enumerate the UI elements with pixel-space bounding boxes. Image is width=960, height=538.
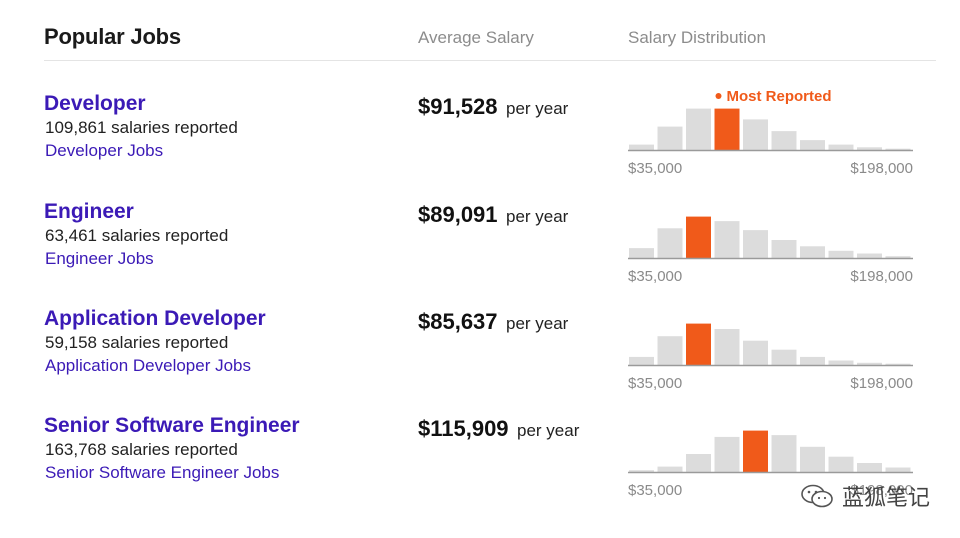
job-listings-link[interactable]: Developer Jobs — [45, 141, 164, 160]
salaries-reported-count: 59,158 salaries reported — [45, 333, 229, 352]
distribution-bar-highlight — [686, 216, 711, 258]
distribution-bar — [771, 240, 797, 258]
job-title-link[interactable]: Application Developer — [44, 307, 266, 330]
axis-max-label: $198,000 — [850, 482, 913, 499]
distribution-bar — [885, 467, 911, 472]
distribution-bar — [714, 221, 740, 258]
salary-period: per year — [517, 421, 580, 440]
distribution-bar — [629, 144, 654, 150]
distribution-bar — [743, 340, 768, 365]
axis-max-label: $198,000 — [850, 375, 913, 392]
distribution-bar — [714, 329, 740, 365]
average-salary-amount: $91,528 — [418, 94, 498, 119]
distribution-bar — [857, 362, 882, 366]
distribution-bar — [800, 446, 825, 472]
distribution-bar — [657, 466, 683, 472]
average-salary-amount: $85,637 — [418, 309, 498, 334]
wechat-icon — [801, 484, 833, 508]
distribution-bar — [743, 230, 768, 258]
distribution-bar — [629, 248, 654, 258]
distribution-bar — [714, 436, 740, 472]
average-salary-column-header: Average Salary — [418, 28, 534, 47]
distribution-bar — [743, 119, 768, 150]
job-row-engineer: Engineer 63,461 salaries reported Engine… — [0, 200, 960, 300]
distribution-bar — [828, 144, 854, 150]
distribution-bar — [800, 140, 825, 150]
distribution-bar — [857, 147, 882, 150]
distribution-bar — [686, 108, 711, 150]
job-title-link[interactable]: Engineer — [44, 200, 134, 223]
salary-distribution-chart: $35,000 $198,000 — [628, 323, 913, 392]
salary-distribution-chart: $35,000 $198,000 — [628, 430, 913, 499]
average-salary: $85,637 per year — [418, 309, 568, 335]
header-divider — [44, 60, 936, 61]
distribution-bar-highlight — [686, 323, 711, 365]
table-header: Popular Jobs Average Salary Salary Distr… — [0, 0, 960, 61]
watermark-text: 蓝狐笔记 — [841, 486, 930, 511]
distribution-bar — [800, 246, 825, 258]
distribution-bar — [657, 228, 683, 258]
distribution-bar — [828, 456, 854, 472]
axis-max-label: $198,000 — [850, 160, 913, 177]
axis-max-label: $198,000 — [850, 268, 913, 285]
distribution-bar — [800, 356, 825, 365]
job-title-link[interactable]: Senior Software Engineer — [44, 414, 300, 437]
average-salary-amount: $89,091 — [418, 202, 498, 227]
most-reported-dot-icon — [715, 93, 722, 99]
distribution-bar — [885, 256, 911, 258]
section-title: Popular Jobs — [44, 24, 181, 49]
most-reported-label: Most Reported — [727, 88, 832, 105]
salary-distribution-chart: $35,000 $198,000 Most Reported — [628, 88, 913, 177]
distribution-bar — [771, 435, 797, 472]
distribution-bar — [857, 463, 882, 472]
salaries-reported-count: 63,461 salaries reported — [45, 226, 229, 245]
distribution-bar — [885, 148, 911, 150]
job-listings-link[interactable]: Engineer Jobs — [45, 249, 154, 268]
axis-min-label: $35,000 — [628, 268, 682, 285]
job-listings-link[interactable]: Application Developer Jobs — [45, 356, 252, 375]
job-listings-link[interactable]: Senior Software Engineer Jobs — [45, 463, 280, 482]
distribution-bar-highlight — [743, 430, 768, 472]
distribution-bar — [885, 363, 911, 365]
salary-distribution-column-header: Salary Distribution — [628, 28, 766, 47]
job-row-developer: Developer 109,861 salaries reported Deve… — [0, 88, 960, 192]
average-salary: $89,091 per year — [418, 202, 568, 228]
salary-distribution-chart: $35,000 $198,000 — [628, 216, 913, 285]
distribution-bar — [657, 126, 683, 150]
watermark: 蓝狐笔记 — [800, 480, 930, 512]
distribution-bar — [857, 253, 882, 258]
distribution-bar — [686, 454, 711, 472]
distribution-bar — [629, 470, 654, 472]
distribution-bar — [828, 250, 854, 258]
distribution-bar — [828, 360, 854, 365]
distribution-bar — [771, 131, 797, 150]
axis-min-label: $35,000 — [628, 482, 682, 499]
average-salary: $115,909 per year — [418, 416, 579, 442]
distribution-bar — [629, 356, 654, 365]
distribution-bar-highlight — [714, 108, 740, 150]
job-row-senior-software-engineer: Senior Software Engineer 163,768 salarie… — [0, 414, 960, 514]
salaries-reported-count: 109,861 salaries reported — [45, 118, 238, 137]
axis-min-label: $35,000 — [628, 160, 682, 177]
axis-min-label: $35,000 — [628, 375, 682, 392]
average-salary: $91,528 per year — [418, 94, 568, 120]
job-title-link[interactable]: Developer — [44, 92, 146, 115]
distribution-bar — [771, 349, 797, 365]
average-salary-amount: $115,909 — [418, 416, 509, 441]
salary-period: per year — [505, 314, 569, 333]
salary-period: per year — [505, 207, 569, 226]
distribution-bar — [657, 336, 683, 365]
job-row-application-developer: Application Developer 59,158 salaries re… — [0, 307, 960, 407]
salaries-reported-count: 163,768 salaries reported — [45, 440, 238, 459]
salary-period: per year — [505, 99, 569, 118]
